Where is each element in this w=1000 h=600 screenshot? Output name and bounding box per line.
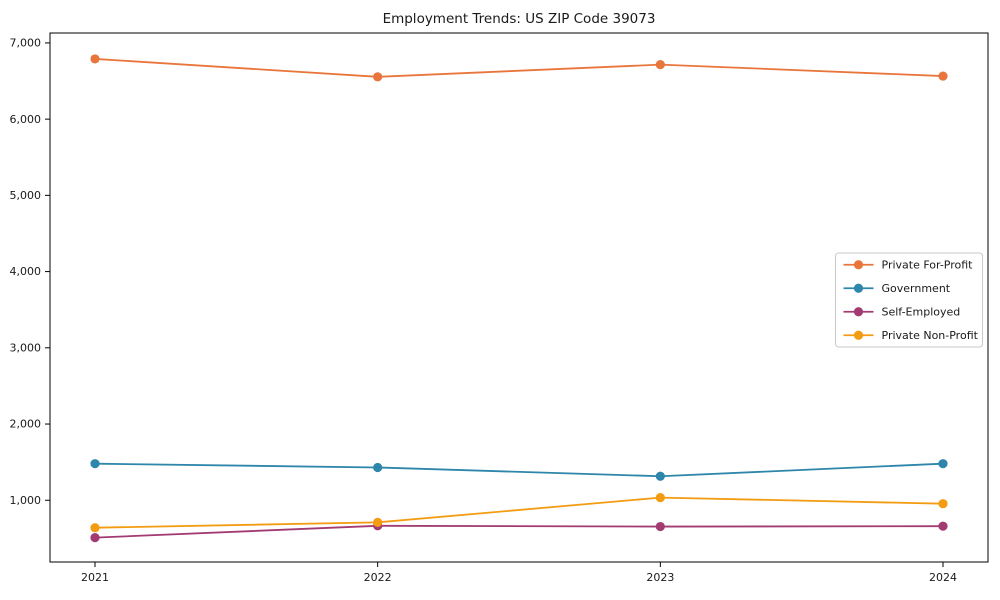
data-point-government-2022 <box>373 462 383 473</box>
x-tick-label: 2023 <box>646 571 674 584</box>
legend-label: Self-Employed <box>882 305 961 318</box>
legend-marker-government-icon <box>853 283 864 293</box>
series-line-self-employed <box>94 524 944 539</box>
chart-title: Employment Trends: US ZIP Code 39073 <box>383 11 656 27</box>
plot-frame <box>49 32 989 563</box>
legend-item-private-for-profit: Private For-Profit <box>843 258 974 271</box>
y-tick-label: 7,000 <box>10 37 42 50</box>
legend: Private For-Profit Government Self-Employe… <box>835 252 983 348</box>
y-tick-label: 4,000 <box>10 265 42 278</box>
legend-marker-private-non-profit-icon <box>853 330 864 340</box>
data-point-private-for-profit-2022 <box>373 72 383 82</box>
data-point-government-2024 <box>938 459 948 469</box>
data-point-private-for-profit-2023 <box>655 60 665 70</box>
y-tick-label: 2,000 <box>10 418 42 431</box>
legend-item-self-employed: Self-Employed <box>843 305 961 318</box>
series-line-private-for-profit <box>94 58 944 78</box>
y-tick-label: 3,000 <box>10 341 42 354</box>
x-tick-label: 2022 <box>364 571 392 584</box>
series-line-private-non-profit <box>94 496 944 529</box>
y-tick-label: 5,000 <box>10 189 42 202</box>
legend-box <box>835 252 983 348</box>
data-point-private-non-profit-2021 <box>90 523 100 533</box>
y-tick-label: 1,000 <box>10 494 42 507</box>
data-point-government-2023 <box>655 471 665 481</box>
y-tick-label: 6,000 <box>10 113 42 126</box>
series-line-government <box>94 462 944 478</box>
data-point-self-employed-2024 <box>938 521 948 531</box>
data-point-government-2021 <box>90 459 100 469</box>
data-point-self-employed-2023 <box>655 521 665 532</box>
legend-label: Private For-Profit <box>882 258 974 271</box>
legend-item-private-non-profit: Private Non-Profit <box>843 329 979 342</box>
data-point-self-employed-2021 <box>90 533 100 543</box>
legend-marker-self-employed-icon <box>853 307 864 317</box>
legend-label: Private Non-Profit <box>882 329 979 342</box>
data-point-private-non-profit-2022 <box>373 517 383 527</box>
data-point-private-non-profit-2023 <box>655 492 665 503</box>
x-tick-label: 2024 <box>929 571 957 584</box>
legend-marker-private-for-profit-icon <box>853 260 864 270</box>
data-point-private-non-profit-2024 <box>938 499 948 509</box>
x-tick-label: 2021 <box>81 571 109 584</box>
data-point-private-for-profit-2024 <box>938 71 948 81</box>
legend-item-government: Government <box>843 282 951 295</box>
data-point-private-for-profit-2021 <box>90 54 100 64</box>
legend-label: Government <box>882 282 951 295</box>
